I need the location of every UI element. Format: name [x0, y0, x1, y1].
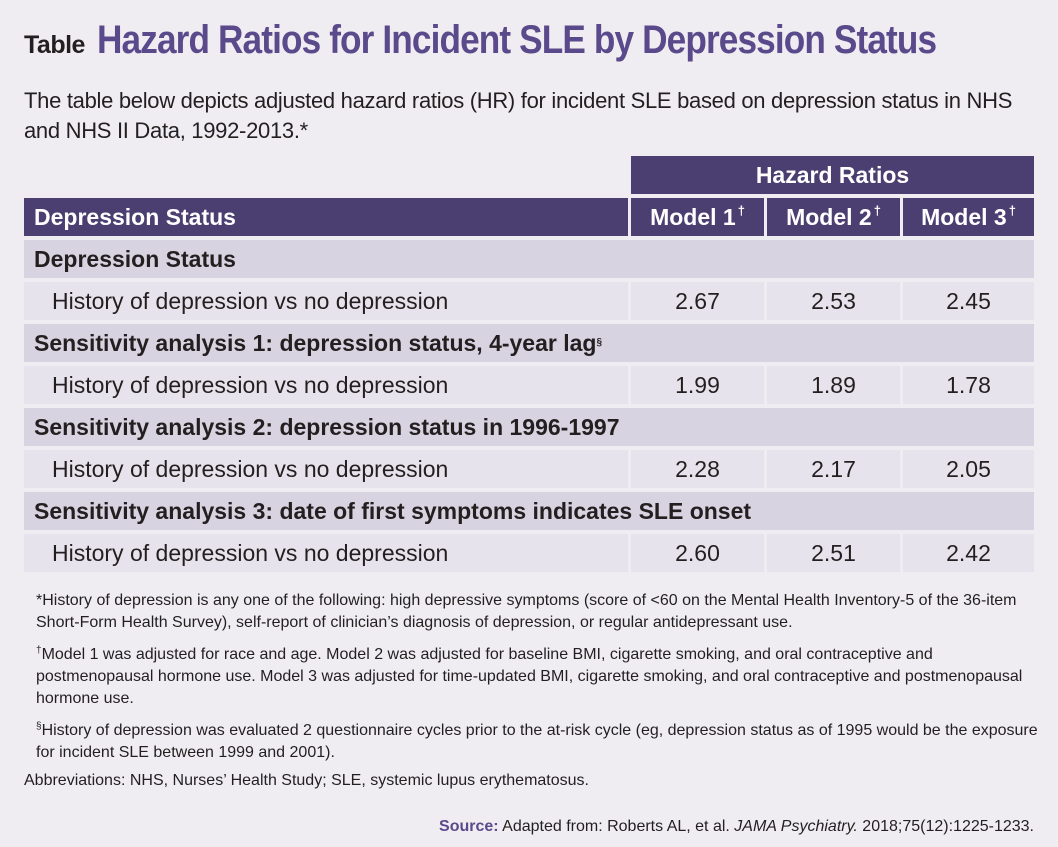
row-label: History of depression vs no depression: [24, 450, 628, 488]
section-row: Sensitivity analysis 1: depression statu…: [24, 324, 1034, 362]
section-row: Sensitivity analysis 3: date of first sy…: [24, 492, 1034, 530]
footnotes: *History of depression is any one of the…: [24, 590, 1039, 798]
cell-model-1: 2.67: [628, 282, 764, 320]
page-title: Hazard Ratios for Incident SLE by Depres…: [97, 18, 937, 62]
source-ref: 2018;75(12):1225-1233.: [857, 818, 1034, 835]
section-row: Depression Status: [24, 240, 1034, 278]
cell-model-2: 2.17: [764, 450, 900, 488]
model-label: Model 2: [786, 204, 872, 230]
source-citation: Source: Adapted from: Roberts AL, et al.…: [439, 818, 1034, 836]
group-header-row: Hazard Ratios: [24, 156, 1034, 194]
journal-name: JAMA Psychiatry.: [734, 818, 858, 835]
section-heading: Sensitivity analysis 1: depression statu…: [24, 324, 1034, 362]
section-heading-text: Sensitivity analysis 1: depression statu…: [34, 329, 597, 356]
footnote-models: †Model 1 was adjusted for race and age. …: [24, 640, 1039, 710]
intro-text: The table below depicts adjusted hazard …: [24, 88, 1013, 143]
cell-model-3: 2.45: [900, 282, 1034, 320]
source-label: Source:: [439, 818, 499, 835]
hazard-ratio-table: Hazard Ratios Depression Status Model 1 †…: [24, 152, 1034, 576]
row-label: History of depression vs no depression: [24, 366, 628, 404]
cell-model-3: 2.42: [900, 534, 1034, 572]
footnote-lag-text: History of depression was evaluated 2 qu…: [36, 722, 1038, 761]
title-row: Table Hazard Ratios for Incident SLE by …: [24, 18, 1051, 63]
section-heading: Sensitivity analysis 2: depression statu…: [24, 408, 1034, 446]
abbreviations: Abbreviations: NHS, Nurses’ Health Study…: [24, 772, 589, 789]
footnote-mark: §: [596, 336, 603, 348]
cell-model-2: 1.89: [764, 366, 900, 404]
table-label: Table: [24, 31, 85, 59]
section-heading: Depression Status: [24, 240, 1034, 278]
section-heading: Sensitivity analysis 3: date of first sy…: [24, 492, 1034, 530]
column-header-row: Depression Status Model 1 † Model 2 † Mode…: [24, 198, 1034, 236]
source-text: Adapted from: Roberts AL, et al.: [498, 818, 735, 835]
column-header-model-1: Model 1 †: [628, 198, 764, 236]
table-row: History of depression vs no depression 2…: [24, 534, 1034, 572]
table-row: History of depression vs no depression 1…: [24, 366, 1034, 404]
footnote-lag: §History of depression was evaluated 2 q…: [24, 716, 1039, 764]
row-label: History of depression vs no depression: [24, 282, 628, 320]
section-heading-text: Depression Status: [34, 245, 236, 272]
model-label: Model 1: [650, 204, 736, 230]
footnote-mark: §: [36, 721, 42, 732]
column-header-model-2: Model 2 †: [764, 198, 900, 236]
cell-model-1: 2.60: [628, 534, 764, 572]
footnote-history: *History of depression is any one of the…: [36, 592, 1017, 631]
footnote-mark: †: [36, 645, 42, 656]
footnote-mark: †: [873, 203, 881, 218]
cell-model-2: 2.53: [764, 282, 900, 320]
model-label: Model 3: [921, 204, 1007, 230]
row-label: History of depression vs no depression: [24, 534, 628, 572]
footnote-mark: †: [1008, 203, 1016, 218]
section-row: Sensitivity analysis 2: depression statu…: [24, 408, 1034, 446]
section-heading-text: Sensitivity analysis 3: date of first sy…: [34, 497, 752, 524]
cell-model-2: 2.51: [764, 534, 900, 572]
cell-model-1: 1.99: [628, 366, 764, 404]
group-header-spacer: [24, 156, 628, 194]
group-header-hazard-ratios: Hazard Ratios: [628, 156, 1034, 194]
footnote-models-text: Model 1 was adjusted for race and age. M…: [36, 646, 1023, 707]
cell-model-1: 2.28: [628, 450, 764, 488]
cell-model-3: 2.05: [900, 450, 1034, 488]
cell-model-3: 1.78: [900, 366, 1034, 404]
table-row: History of depression vs no depression 2…: [24, 450, 1034, 488]
section-heading-text: Sensitivity analysis 2: depression statu…: [34, 413, 620, 440]
column-header-model-3: Model 3 †: [900, 198, 1034, 236]
column-header-depression-status: Depression Status: [24, 198, 628, 236]
footnote-mark: †: [737, 203, 745, 218]
table-row: History of depression vs no depression 2…: [24, 282, 1034, 320]
